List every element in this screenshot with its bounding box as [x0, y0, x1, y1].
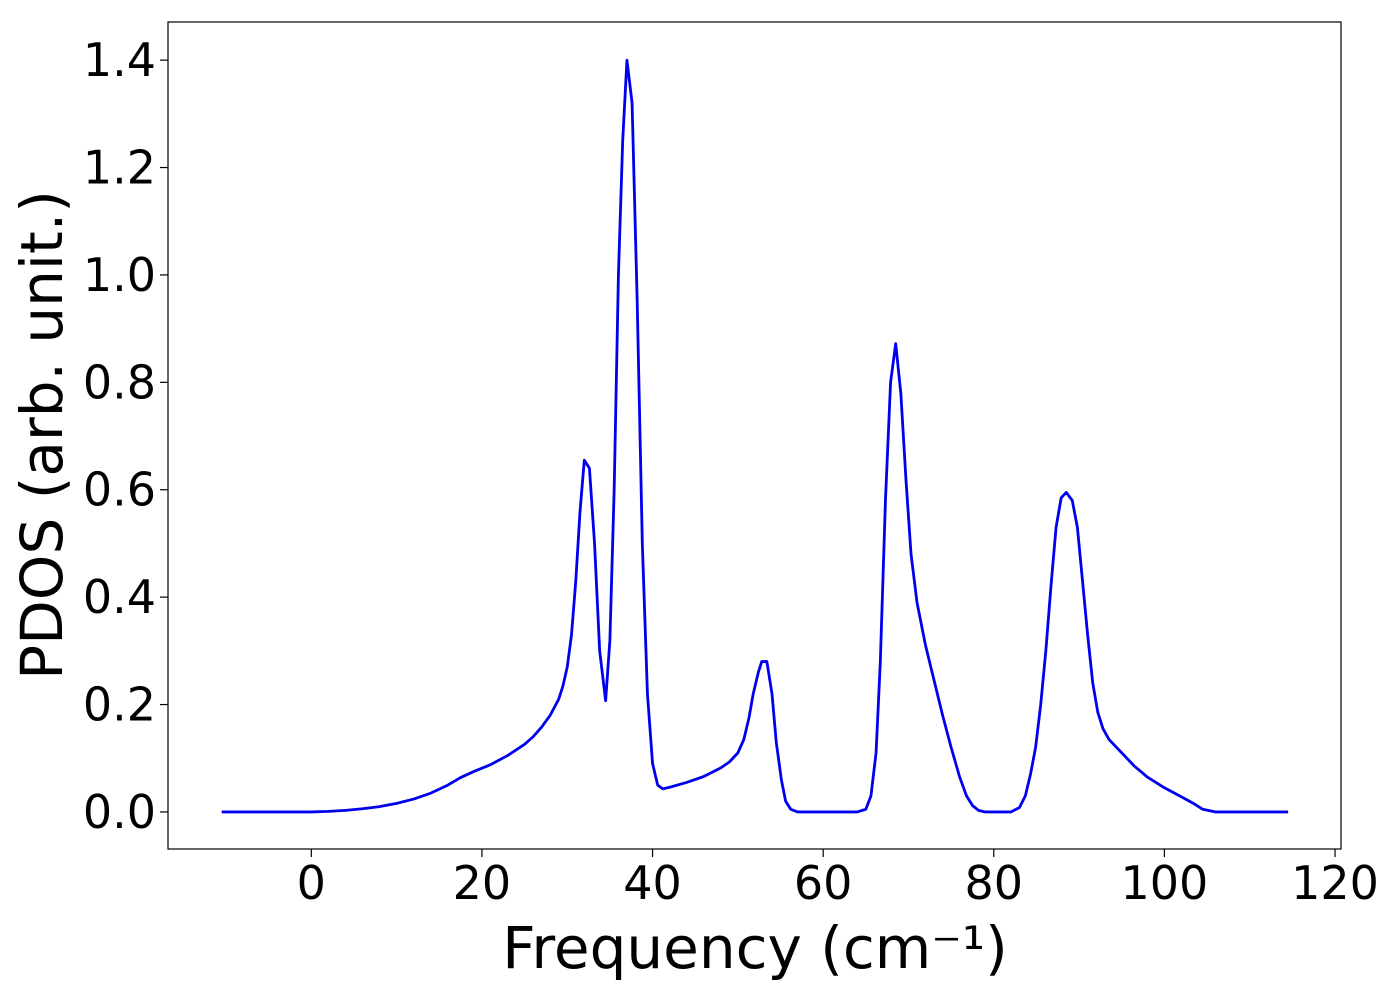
y-tick-label: 0.0 — [83, 785, 156, 839]
x-tick-label: 100 — [1121, 856, 1209, 910]
y-axis-label: PDOS (arb. unit.) — [8, 190, 76, 680]
x-tick-label: 60 — [794, 856, 853, 910]
y-tick-label: 0.4 — [83, 570, 156, 624]
y-tick-label: 0.8 — [83, 355, 156, 409]
x-axis-label: Frequency (cm⁻¹) — [502, 914, 1008, 982]
y-tick-label: 0.6 — [83, 463, 156, 517]
x-tick-label: 120 — [1291, 856, 1379, 910]
plot-frame — [167, 21, 1342, 850]
y-tick-label: 0.2 — [83, 678, 156, 732]
line-series — [221, 58, 1289, 814]
x-tick-label: 20 — [453, 856, 512, 910]
x-tick-label: 40 — [623, 856, 682, 910]
x-tick-label: 0 — [297, 856, 326, 910]
y-tick-label: 1.4 — [83, 33, 156, 87]
x-tick-label: 80 — [965, 856, 1024, 910]
y-tick-label: 1.0 — [83, 248, 156, 302]
y-tick-label: 1.2 — [83, 141, 156, 195]
